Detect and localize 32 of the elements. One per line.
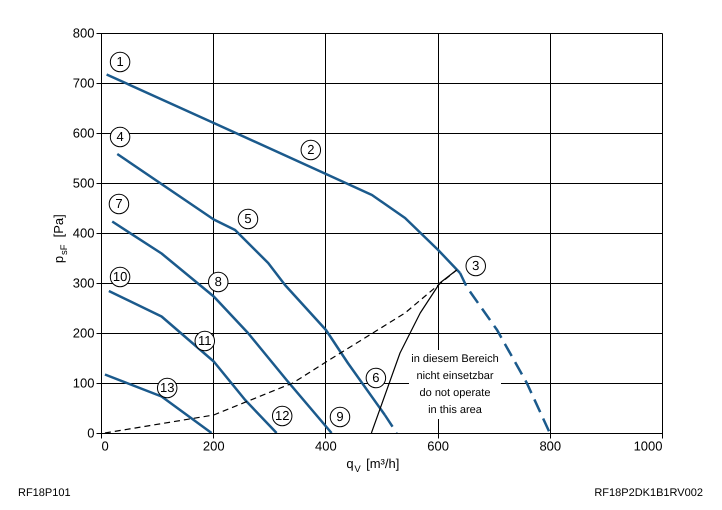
x-tick-label: 400 <box>315 438 337 454</box>
y-tick-label: 800 <box>72 26 94 40</box>
y-tick-label: 600 <box>72 126 94 140</box>
y-tick-label: 100 <box>72 376 94 390</box>
text: RF18P2DK1B1RV002 <box>594 487 703 499</box>
annotation: 8 <box>214 274 222 289</box>
annotation: in diesem Bereich nicht einsetzbar do not operate in this area <box>411 353 499 416</box>
y-tick-label: 400 <box>72 226 94 240</box>
annotation: 10 <box>112 269 128 284</box>
annotation: 6 <box>372 370 380 385</box>
y-tick-label: 0 <box>87 426 94 440</box>
y-tick-label: 500 <box>72 176 94 190</box>
x-tick-label: 800 <box>539 438 562 454</box>
y-tick-label: 200 <box>72 326 94 340</box>
annotation: 3 <box>472 258 480 273</box>
y-axis-title: psF [Pa] <box>51 214 70 264</box>
annotation: 12 <box>274 408 290 423</box>
annotation: 13 <box>160 380 174 395</box>
annotation: 5 <box>244 211 252 226</box>
x-tick-label: 0 <box>102 438 109 454</box>
text: RF18P101 <box>18 487 71 499</box>
annotation: 4 <box>116 129 124 144</box>
x-tick-label: 600 <box>427 438 449 454</box>
annotation: 7 <box>115 196 123 211</box>
annotation: 2 <box>307 142 314 157</box>
x-tick-label: 200 <box>202 438 225 454</box>
annotation: 9 <box>336 409 344 424</box>
y-tick-label: 300 <box>72 276 94 290</box>
x-tick-label: 1000 <box>634 438 662 454</box>
annotation: 1 <box>116 54 124 69</box>
y-tick-label: 700 <box>72 76 94 90</box>
annotation: 11 <box>198 333 212 348</box>
